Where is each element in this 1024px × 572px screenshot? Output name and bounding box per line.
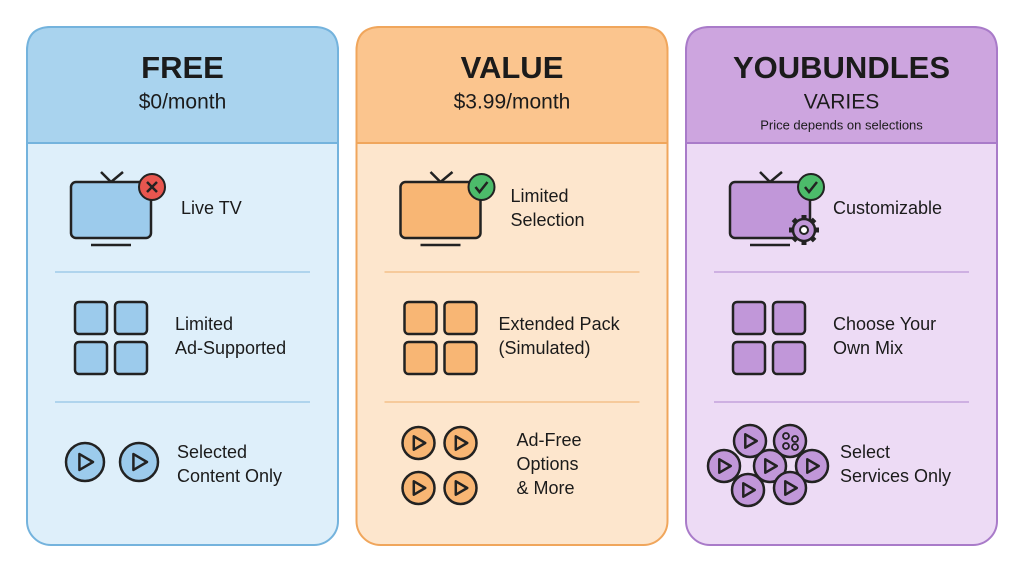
- plan-header: [685, 26, 998, 144]
- plan-name: VALUE: [461, 50, 564, 85]
- feature-text: Choose Your: [833, 314, 936, 334]
- feature-text: Limited: [175, 314, 233, 334]
- play-triangle: [454, 480, 469, 496]
- play-icon: [443, 425, 478, 461]
- plan-name: FREE: [141, 50, 224, 85]
- grid-icon-tile: [771, 300, 807, 336]
- grid-icon-tile: [731, 300, 767, 336]
- feature-text: Select: [840, 442, 890, 462]
- feature-text: Live TV: [181, 198, 242, 218]
- plan-price: VARIES: [804, 91, 879, 114]
- tv-icon: [728, 180, 812, 240]
- play-icon: [772, 470, 808, 506]
- grid-icon-tile: [731, 340, 767, 376]
- grid-icon-tile: [403, 340, 438, 376]
- feature-text: Selection: [511, 210, 585, 230]
- plan-header: [355, 26, 669, 144]
- grid-icon-tile: [443, 300, 478, 336]
- plan-note: Price depends on selections: [760, 117, 923, 132]
- status-badge: [797, 173, 825, 201]
- feature-text: & More: [517, 478, 575, 498]
- grid-icon-tile: [113, 300, 149, 336]
- tv-icon: [69, 180, 153, 240]
- play-triangle: [454, 435, 469, 451]
- feature-text: Services Only: [840, 466, 951, 486]
- feature-text: Customizable: [833, 198, 942, 218]
- plan-header: [26, 26, 339, 144]
- play-icon: [794, 448, 830, 484]
- feature-text: Extended Pack: [499, 314, 621, 334]
- status-mark: [474, 181, 489, 195]
- feature-text: Selected: [177, 442, 247, 462]
- apps-dot: [791, 435, 799, 443]
- feature-text: Content Only: [177, 466, 282, 486]
- play-triangle: [764, 458, 778, 474]
- grid-icon-tile: [73, 340, 109, 376]
- feature-text: Own Mix: [833, 338, 903, 358]
- play-triangle: [784, 480, 798, 496]
- grid-icon-tile: [403, 300, 438, 336]
- play-icon: [443, 470, 478, 506]
- grid-icon-tile: [73, 300, 109, 336]
- feature-text: Options: [517, 454, 579, 474]
- play-icon: [401, 470, 436, 506]
- feature-text: Limited: [511, 186, 569, 206]
- plan-name: YOUBUNDLES: [733, 50, 950, 85]
- apps-icon: [772, 423, 808, 459]
- grid-icon-tile: [113, 340, 149, 376]
- play-icon: [732, 423, 768, 459]
- status-mark: [146, 181, 158, 193]
- play-icon: [64, 441, 106, 483]
- apps-dot: [782, 442, 790, 450]
- status-mark: [804, 181, 818, 195]
- play-triangle: [718, 458, 732, 474]
- feature-text: Ad-Supported: [175, 338, 286, 358]
- apps-dot: [791, 443, 799, 451]
- play-icon: [118, 441, 160, 483]
- play-icon: [752, 448, 788, 484]
- plan-price: $0/month: [139, 91, 227, 114]
- play-triangle: [806, 458, 820, 474]
- play-icon: [706, 448, 742, 484]
- feature-text: Ad-Free: [517, 430, 582, 450]
- play-triangle: [132, 452, 149, 472]
- play-triangle: [412, 435, 427, 451]
- grid-icon-tile: [771, 340, 807, 376]
- status-badge: [467, 173, 496, 201]
- feature-text: (Simulated): [499, 338, 591, 358]
- play-icon: [401, 425, 436, 461]
- plan-price: $3.99/month: [454, 91, 571, 114]
- play-triangle: [412, 480, 427, 496]
- play-triangle: [744, 433, 758, 449]
- play-triangle: [742, 482, 756, 498]
- gear-hole: [799, 225, 809, 235]
- apps-dot: [782, 432, 790, 440]
- play-triangle: [78, 452, 95, 472]
- grid-icon-tile: [443, 340, 478, 376]
- play-icon: [730, 472, 766, 508]
- tv-icon: [399, 180, 482, 240]
